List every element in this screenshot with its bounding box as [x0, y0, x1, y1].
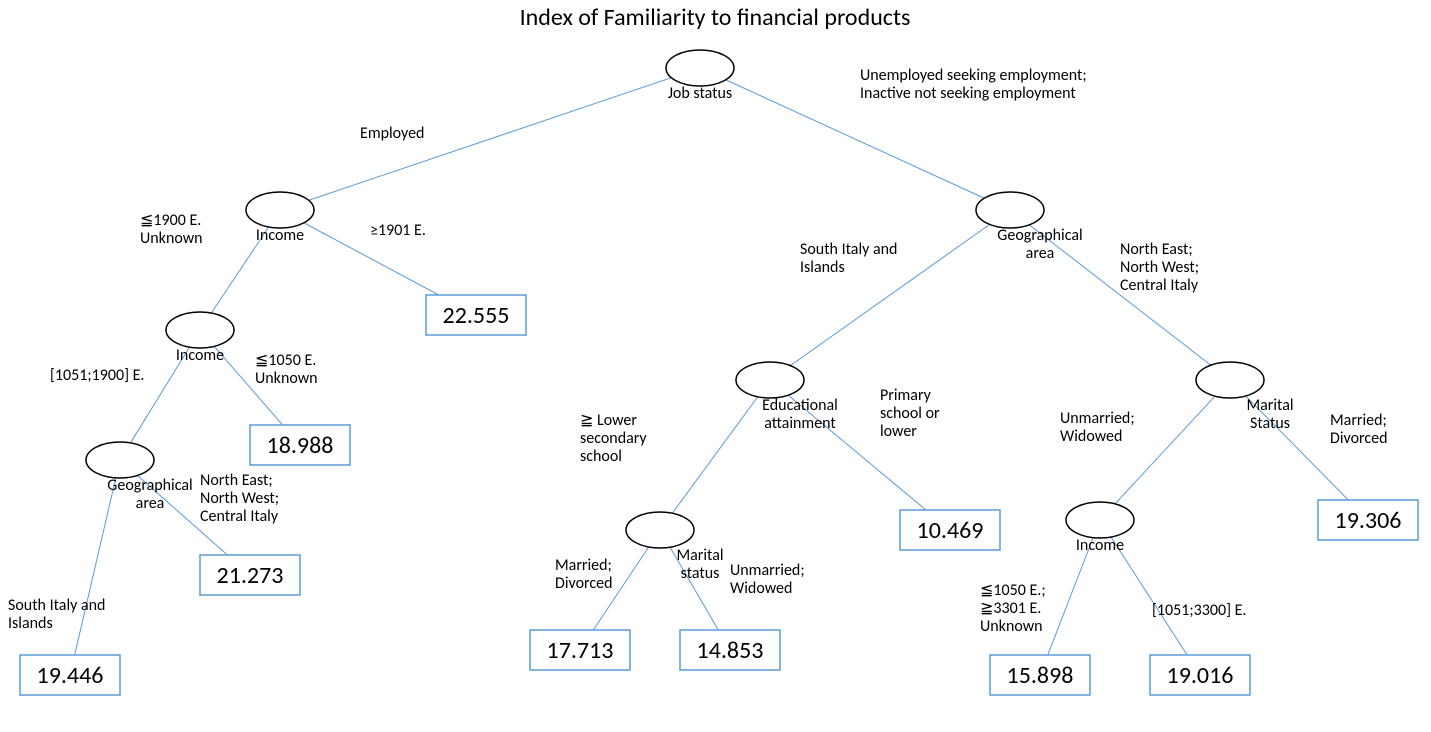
decision-node-label: Geographicalarea	[107, 476, 192, 513]
leaf-value: 18.988	[267, 431, 334, 460]
edge-label: Primaryschool orlower	[880, 386, 940, 441]
leaf-value: 10.469	[917, 516, 984, 545]
decision-node-label: Income	[1076, 536, 1124, 555]
edge-label: North East;North West;Central Italy	[1120, 240, 1199, 295]
edge-label: South Italy andIslands	[8, 596, 105, 633]
decision-node	[666, 50, 734, 86]
decision-node	[1066, 502, 1134, 538]
decision-tree: Index of Familiarity to financial produc…	[0, 0, 1431, 732]
decision-node-label: Income	[256, 226, 304, 245]
tree-edge	[770, 210, 1010, 380]
leaf-value: 19.306	[1335, 506, 1402, 535]
decision-node	[976, 192, 1044, 228]
decision-node-label: Income	[176, 346, 224, 365]
edge-label: Unmarried;Widowed	[1060, 409, 1135, 446]
edge-label: ≧ Lowersecondaryschool	[580, 411, 647, 466]
edge-label: South Italy andIslands	[800, 240, 897, 277]
edge-label: [1051;1900] E.	[50, 366, 144, 385]
leaf-value: 22.555	[443, 301, 510, 330]
leaf-value: 17.713	[547, 636, 614, 665]
edge-label: Employed	[360, 124, 424, 143]
edge-label: Unmarried;Widowed	[730, 561, 805, 598]
edge-label: [1051;3300] E.	[1152, 601, 1246, 620]
leaf-value: 19.446	[37, 661, 104, 690]
leaf-value: 21.273	[217, 561, 284, 590]
edge-label: ≦1900 E.Unknown	[140, 211, 203, 248]
edge-label: Married;Divorced	[555, 556, 613, 593]
decision-node	[86, 442, 154, 478]
leaf-value: 14.853	[697, 636, 764, 665]
edge-label: Unemployed seeking employment;Inactive n…	[860, 66, 1087, 103]
decision-node	[166, 312, 234, 348]
decision-node	[1196, 362, 1264, 398]
edge-label: North East;North West;Central Italy	[200, 471, 279, 526]
decision-node-label: Job status	[668, 84, 732, 103]
nodes-group: Job status Income Income Geographicalarea Ge…	[20, 50, 1418, 695]
tree-edge	[1100, 380, 1230, 520]
decision-node-label: Maritalstatus	[676, 546, 723, 583]
decision-node-label: Geographicalarea	[997, 226, 1082, 263]
edge-label: ≥1901 E.	[370, 221, 426, 240]
tree-edge	[280, 68, 700, 210]
edge-label: ≦1050 E.;≧3301 E.Unknown	[980, 581, 1046, 636]
tree-edge	[660, 380, 770, 530]
leaf-value: 15.898	[1007, 661, 1074, 690]
decision-node	[736, 362, 804, 398]
edge-label: Married;Divorced	[1330, 411, 1388, 448]
leaf-value: 19.016	[1167, 661, 1234, 690]
decision-node	[626, 512, 694, 548]
decision-node-label: MaritalStatus	[1246, 396, 1293, 433]
edge-label: ≦1050 E.Unknown	[255, 351, 318, 388]
decision-node-label: Educationalattainment	[762, 396, 838, 433]
chart-title: Index of Familiarity to financial produc…	[520, 3, 911, 32]
decision-node	[246, 192, 314, 228]
